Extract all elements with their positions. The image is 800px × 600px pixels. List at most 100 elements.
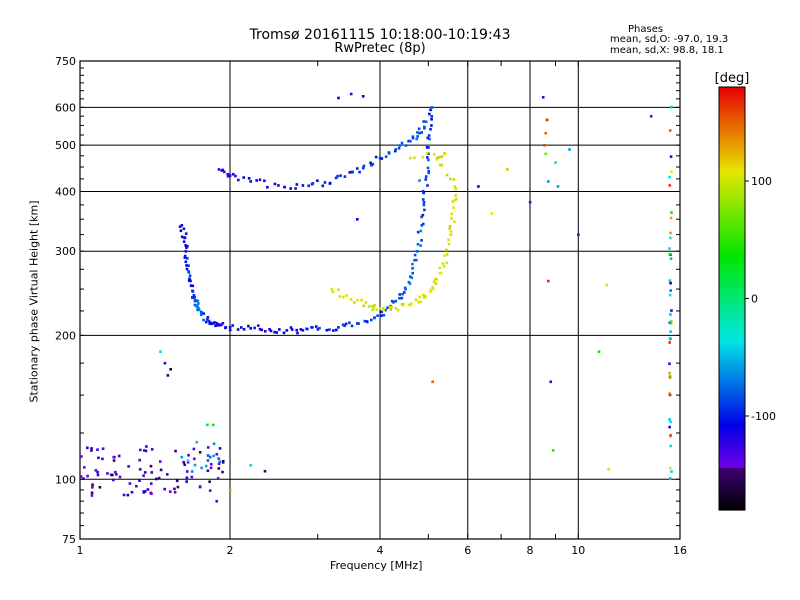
echo-point xyxy=(207,319,211,323)
y-tick-label: 500 xyxy=(55,139,76,152)
colorbar-segment xyxy=(719,259,745,264)
echo-point xyxy=(122,493,126,497)
echo-point xyxy=(182,460,186,464)
echo-point xyxy=(422,200,426,204)
colorbar-segment xyxy=(719,291,745,296)
colorbar-segment xyxy=(719,217,745,222)
x-tick-label: 6 xyxy=(464,544,471,557)
echo-point xyxy=(490,212,494,215)
echo-point xyxy=(208,489,212,492)
echo-point xyxy=(420,239,423,242)
echo-point xyxy=(200,311,204,315)
echo-point xyxy=(669,257,673,260)
echo-point xyxy=(198,451,202,454)
echo-point xyxy=(445,173,449,177)
stats-o-mode: mean, sd,O: -97.0, 19.3 xyxy=(610,34,729,45)
echo-point xyxy=(273,182,277,186)
echo-point xyxy=(223,170,226,174)
echo-point xyxy=(668,371,671,375)
colorbar-segment xyxy=(719,471,745,476)
echo-point xyxy=(192,447,196,451)
echo-point xyxy=(364,301,368,304)
echo-point xyxy=(413,253,417,257)
echo-point xyxy=(397,296,401,300)
echo-point xyxy=(118,475,122,479)
echo-point xyxy=(178,225,182,228)
echo-point xyxy=(436,156,440,159)
echo-point xyxy=(409,275,412,278)
x-axis-ticks: 1 2 4 6 8 10 16 xyxy=(77,61,687,557)
y-tick-label: 600 xyxy=(55,101,76,114)
echo-point xyxy=(315,179,319,182)
echo-point xyxy=(263,329,267,333)
echo-point xyxy=(149,482,153,485)
colorbar-segment xyxy=(719,280,745,285)
echo-point xyxy=(228,174,232,177)
echo-point xyxy=(96,448,99,451)
colorbar-segment xyxy=(719,404,745,409)
echo-point xyxy=(289,326,293,329)
echo-point xyxy=(86,474,89,478)
colorbar-segment xyxy=(719,122,745,127)
echo-point xyxy=(139,448,142,452)
echo-point xyxy=(96,470,99,474)
echo-point xyxy=(339,174,342,177)
echo-point xyxy=(228,326,232,329)
colorbar-segment xyxy=(719,464,745,469)
echo-point xyxy=(91,483,94,486)
colorbar-segment xyxy=(719,118,745,123)
echo-point xyxy=(185,470,189,473)
echo-point xyxy=(438,155,442,159)
echo-point xyxy=(200,466,203,470)
echo-point xyxy=(423,125,426,129)
x-tick-label: 4 xyxy=(377,544,384,557)
colorbar-segment xyxy=(719,354,745,360)
echo-point xyxy=(221,168,225,172)
echo-point xyxy=(266,185,269,189)
echo-point xyxy=(355,218,359,221)
echo-point xyxy=(417,300,420,304)
echo-point xyxy=(415,137,419,141)
colorbar-segment xyxy=(719,312,745,317)
echo-point xyxy=(195,304,198,307)
colorbar-segment xyxy=(719,189,745,194)
y-tick-label: 300 xyxy=(55,245,76,258)
echo-point xyxy=(668,375,672,378)
colorbar-segment xyxy=(719,316,745,321)
echo-point xyxy=(668,184,672,187)
echo-point xyxy=(668,392,671,396)
echo-point xyxy=(670,470,673,473)
echo-point xyxy=(668,362,671,366)
echo-point xyxy=(166,374,170,377)
echo-point xyxy=(112,459,116,462)
colorbar-segment xyxy=(719,421,745,426)
echo-point xyxy=(237,178,240,182)
echo-point xyxy=(301,329,305,332)
echo-point xyxy=(90,447,93,450)
echo-point xyxy=(150,448,154,451)
y-tick-label: 100 xyxy=(55,473,76,486)
echo-point xyxy=(371,308,375,312)
x-tick-label: 8 xyxy=(527,544,534,557)
echo-point xyxy=(445,252,449,256)
echo-point xyxy=(216,477,220,480)
echo-point xyxy=(111,473,114,477)
echo-point xyxy=(431,380,434,384)
echo-point xyxy=(363,319,367,323)
echo-point xyxy=(214,324,217,328)
echo-point xyxy=(447,242,451,246)
echo-point xyxy=(301,184,305,187)
echo-point xyxy=(185,476,189,480)
echo-point xyxy=(429,290,432,293)
echo-point xyxy=(86,446,89,450)
echo-point xyxy=(390,305,394,309)
colorbar-segment xyxy=(719,213,745,219)
echo-point xyxy=(394,148,398,151)
echo-point xyxy=(441,262,445,265)
echo-point xyxy=(448,177,452,181)
echo-point xyxy=(378,156,382,160)
echo-point xyxy=(422,296,426,299)
echo-point xyxy=(82,466,86,469)
echo-point xyxy=(387,151,391,154)
echo-point xyxy=(668,466,672,470)
